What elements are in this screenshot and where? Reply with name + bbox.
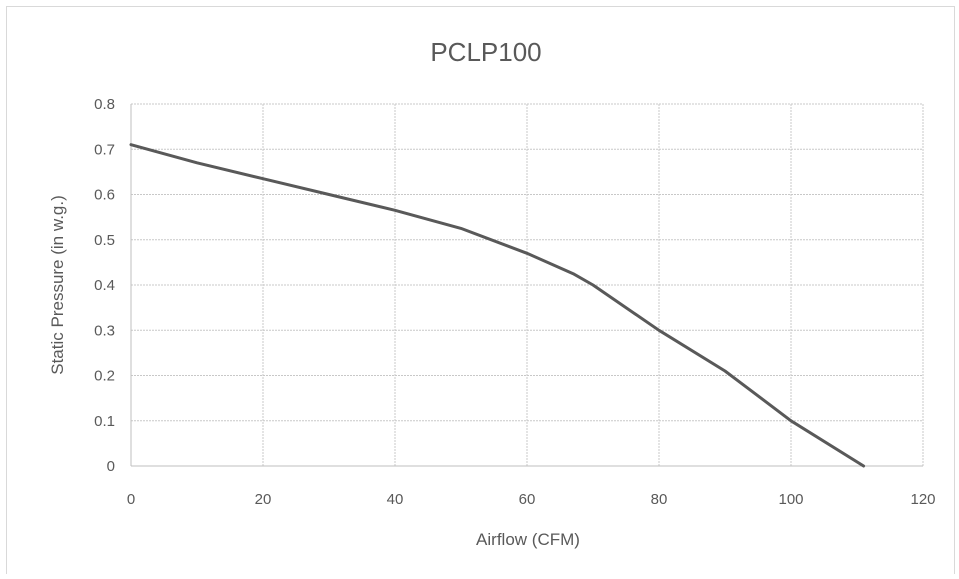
series-line [129,143,866,468]
y-tick-label: 0 [107,458,115,475]
x-tick-label: 0 [127,491,135,508]
x-tick-label: 120 [910,491,935,508]
y-tick-label: 0.4 [94,277,115,294]
y-axis-title: Static Pressure (in w.g.) [48,195,67,375]
x-tick-label: 100 [778,491,803,508]
x-tick-label: 40 [387,491,404,508]
y-tick-label: 0.6 [94,187,115,204]
y-tick-label: 0.2 [94,368,115,385]
series-layer [129,143,866,468]
y-tick-label: 0.3 [94,322,115,339]
y-tick-label: 0.5 [94,232,115,249]
x-axis-title: Airflow (CFM) [476,530,580,549]
chart-title: PCLP100 [430,37,541,67]
tick-labels: 0 0.1 0.2 0.3 0.4 0.5 0.6 0.7 0.8 0 20 40 60 80 100 120 [94,96,935,508]
x-tick-label: 80 [651,491,668,508]
x-tick-label: 20 [255,491,272,508]
grid-layer [131,103,924,466]
y-tick-label: 0.7 [94,141,115,158]
y-tick-label: 0.8 [94,96,115,113]
y-tick-label: 0.1 [94,413,115,430]
x-tick-label: 60 [519,491,536,508]
axis-layer [130,104,923,467]
chart-frame [6,6,955,574]
